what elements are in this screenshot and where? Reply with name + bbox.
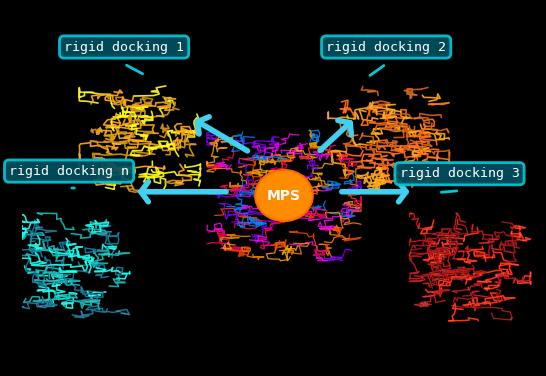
Text: MPS: MPS — [267, 188, 301, 203]
Text: rigid docking 1: rigid docking 1 — [64, 41, 184, 53]
Text: rigid docking 2: rigid docking 2 — [326, 41, 446, 53]
Ellipse shape — [255, 170, 313, 221]
Text: rigid docking 3: rigid docking 3 — [400, 167, 520, 180]
Text: rigid docking n: rigid docking n — [9, 165, 129, 177]
